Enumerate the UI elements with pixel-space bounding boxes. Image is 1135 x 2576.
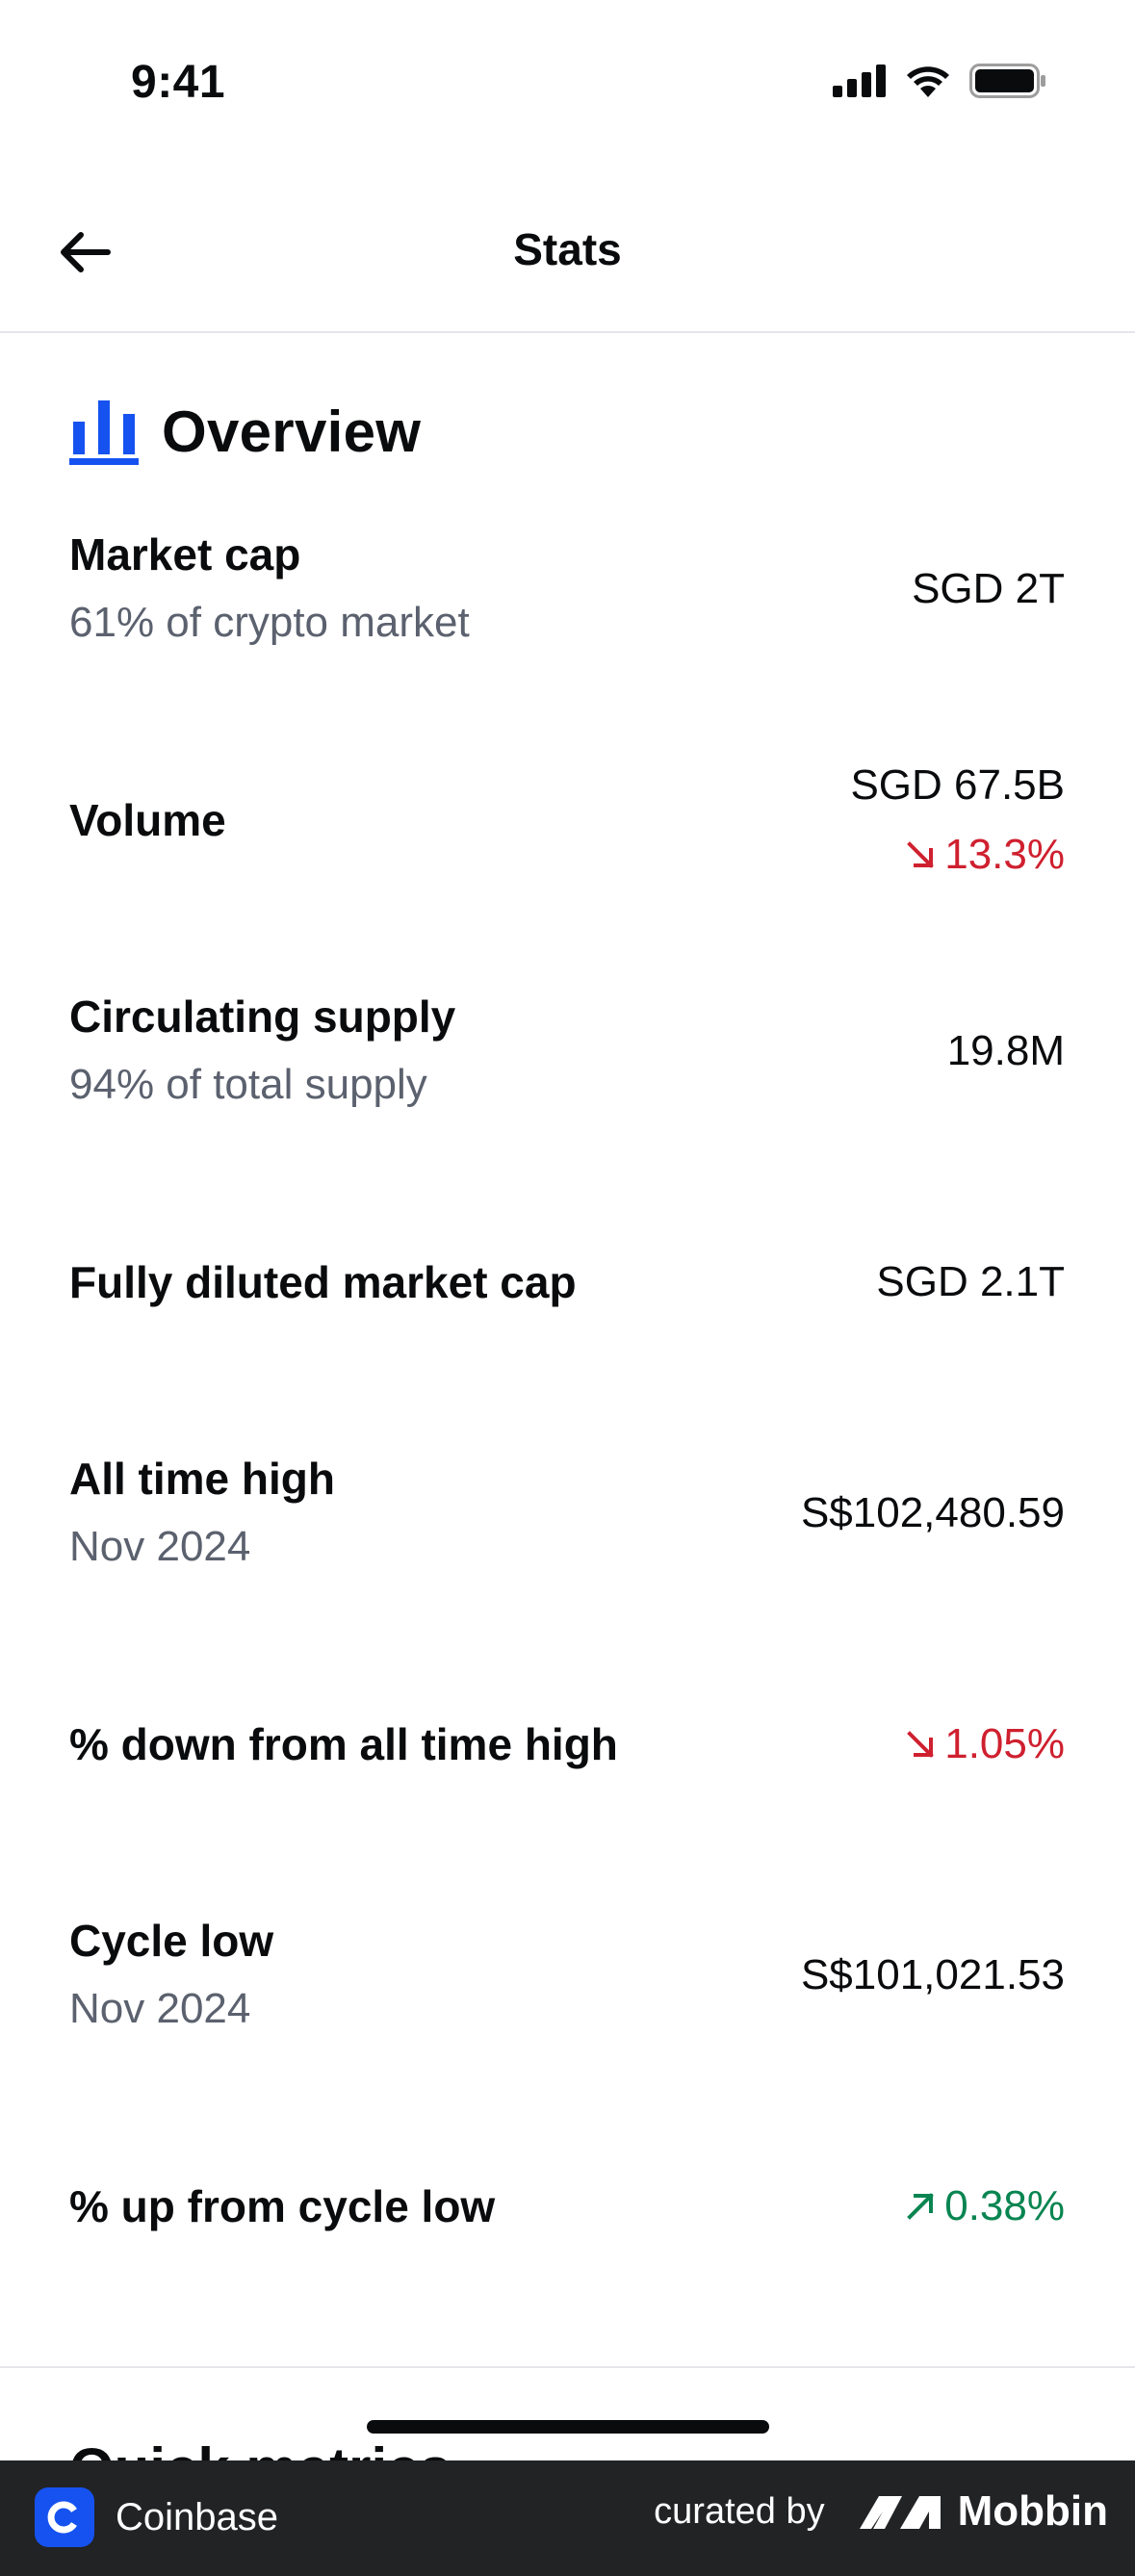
stat-value: 19.8M [946, 1027, 1065, 1074]
stat-label: Fully diluted market cap [69, 1257, 577, 1307]
stat-label: Cycle low [69, 1916, 274, 1966]
status-time: 9:41 [131, 57, 226, 108]
stat-change-value: 13.3% [944, 831, 1065, 878]
bar-chart-icon [69, 400, 139, 465]
page-title: Stats [513, 224, 622, 274]
stat-sublabel: Nov 2024 [69, 1523, 251, 1570]
curated-by: curated by Mobbin [654, 2487, 1108, 2536]
stats-list: Market cap 61% of crypto market SGD 2T V… [69, 520, 1065, 2368]
stat-change-value: 1.05% [944, 1720, 1065, 1767]
mobbin-logo-icon [859, 2496, 941, 2529]
stat-label: All time high [69, 1454, 335, 1504]
stat-change: 1.05% [904, 1710, 1065, 1779]
stat-change: 0.38% [904, 2172, 1065, 2241]
arrow-left-icon [61, 232, 111, 272]
overview-title: Overview [162, 399, 422, 464]
stat-sublabel: Nov 2024 [69, 1985, 251, 2032]
wifi-icon [907, 66, 949, 97]
stat-label: % up from cycle low [69, 2181, 496, 2231]
stat-row-down-from-ath: % down from all time high 1.05% [69, 1675, 1065, 1906]
stat-sublabel: 94% of total supply [69, 1061, 427, 1108]
stat-row-fully-diluted-market-cap: Fully diluted market cap SGD 2.1T [69, 1213, 1065, 1444]
stat-change-value: 0.38% [944, 2182, 1065, 2229]
attribution-banner: Coinbase curated by Mobbin [0, 2460, 1135, 2576]
stat-label: Market cap [69, 529, 301, 580]
arrow-down-right-icon [907, 1731, 935, 1758]
arrow-down-right-icon [907, 841, 935, 868]
battery-icon [969, 64, 1045, 98]
nav-header: Stats [0, 193, 1135, 333]
stat-change: 13.3% [904, 820, 1065, 889]
stat-row-all-time-high: All time high Nov 2024 S$102,480.59 [69, 1444, 1065, 1675]
stat-row-circulating-supply: Circulating supply 94% of total supply 1… [69, 982, 1065, 1213]
curated-by-label: curated by [654, 2490, 825, 2532]
stat-value: SGD 2T [912, 565, 1065, 612]
stat-value: SGD 67.5B [850, 761, 1065, 809]
stat-row-volume: Volume SGD 67.5B 13.3% [69, 751, 1065, 982]
stat-row-cycle-low: Cycle low Nov 2024 S$101,021.53 [69, 1906, 1065, 2137]
status-bar: 9:41 [0, 0, 1135, 168]
section-divider [0, 2366, 1135, 2368]
cellular-signal-icon [833, 64, 886, 97]
brand-name: Coinbase [116, 2495, 279, 2538]
stat-label: Volume [69, 795, 226, 845]
stat-row-up-from-cycle-low: % up from cycle low 0.38% [69, 2137, 1065, 2368]
status-icons [833, 64, 1046, 98]
stat-value: SGD 2.1T [876, 1258, 1065, 1305]
mobbin-brand: Mobbin [858, 2487, 1108, 2536]
arrow-up-right-icon [907, 2193, 935, 2220]
coinbase-logo-icon [35, 2487, 94, 2547]
back-button[interactable] [50, 218, 119, 287]
stat-value: S$101,021.53 [800, 1951, 1065, 1998]
stat-value: S$102,480.59 [800, 1489, 1065, 1536]
mobbin-name: Mobbin [957, 2487, 1108, 2535]
overview-section-header: Overview [69, 397, 421, 466]
stat-label: Circulating supply [69, 992, 456, 1042]
stat-row-market-cap: Market cap 61% of crypto market SGD 2T [69, 520, 1065, 751]
brand: Coinbase [35, 2487, 278, 2547]
stat-label: % down from all time high [69, 1719, 618, 1769]
stat-sublabel: 61% of crypto market [69, 599, 470, 646]
home-indicator[interactable] [367, 2420, 769, 2434]
